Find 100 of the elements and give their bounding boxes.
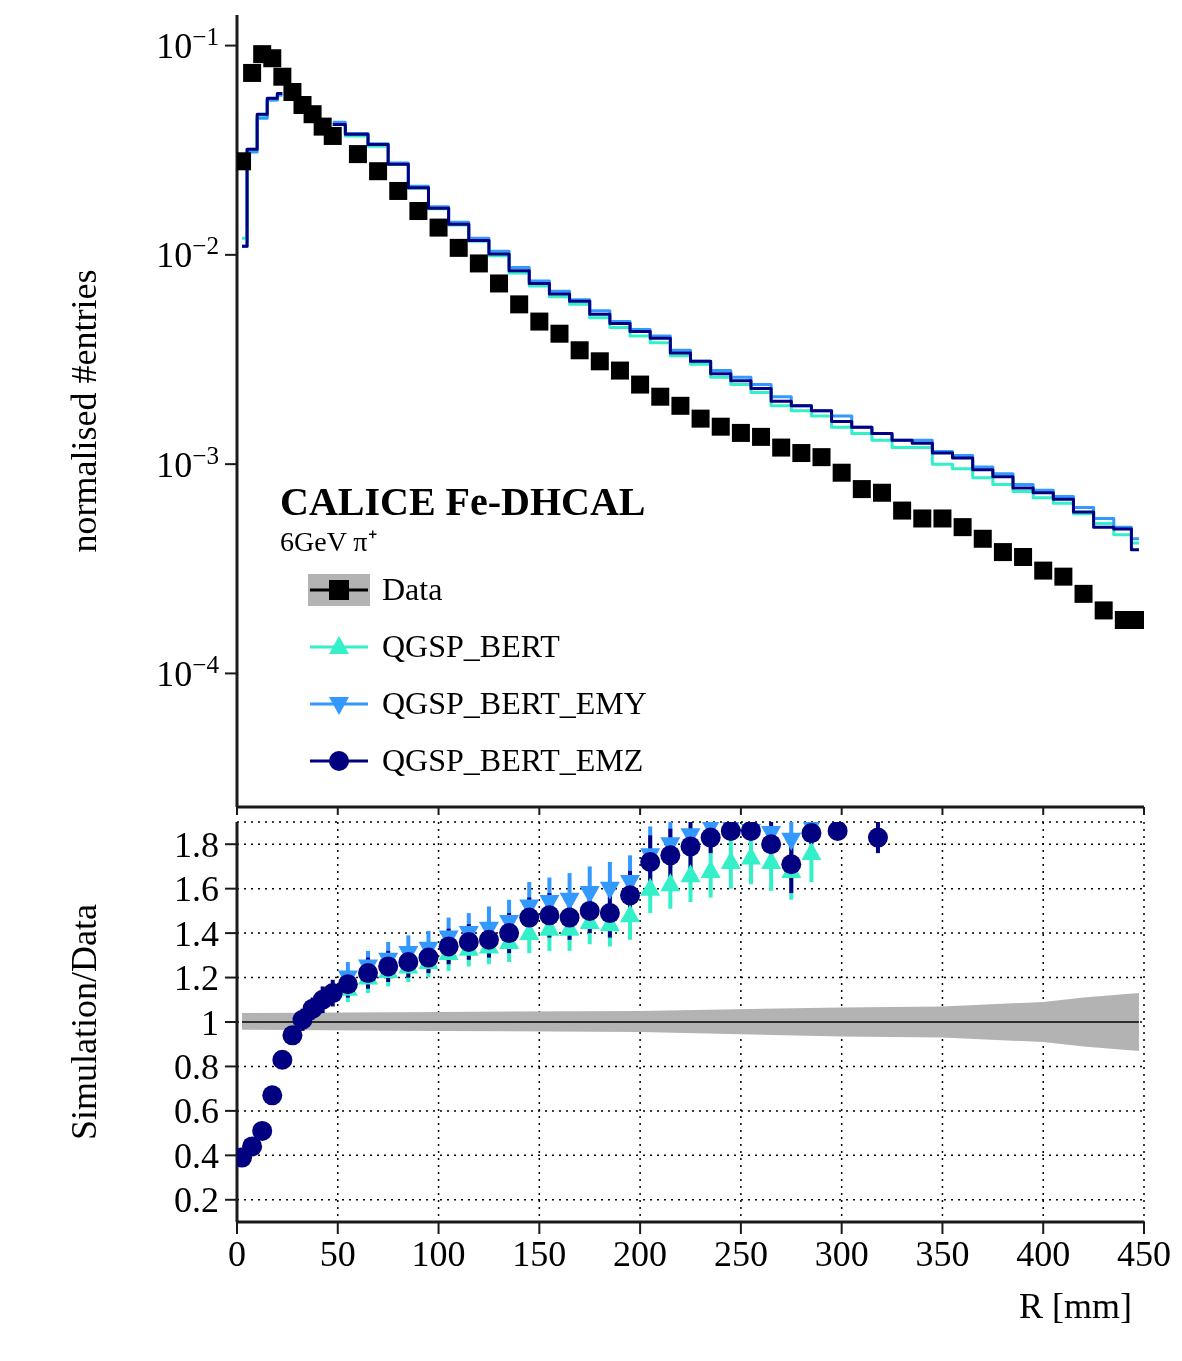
x-tick-label: 150 [512, 1234, 567, 1274]
point [631, 375, 650, 394]
point [752, 427, 771, 446]
point [469, 254, 488, 273]
point [273, 67, 292, 86]
point [1094, 601, 1113, 620]
point [559, 907, 580, 928]
point [599, 881, 620, 900]
point [1054, 567, 1073, 586]
point [570, 341, 589, 360]
point [550, 324, 569, 343]
point [478, 929, 499, 950]
y-tick-label: 0.4 [174, 1135, 219, 1176]
y-tick-label: 1 [201, 1002, 219, 1043]
y-tick-label: 0.8 [174, 1047, 219, 1088]
point [1034, 561, 1053, 580]
x-tick-label: 300 [814, 1234, 869, 1274]
x-tick-label: 0 [228, 1234, 246, 1274]
y-tick-label: 10$^{−2}$ [156, 231, 219, 276]
point [559, 892, 580, 911]
point [348, 145, 367, 164]
y-tick-label: 0.6 [174, 1091, 219, 1132]
point [539, 905, 560, 926]
legend-label: QGSP_BERT [382, 628, 560, 665]
y-tick-label: 1.2 [174, 958, 219, 999]
point [827, 822, 848, 841]
point [449, 238, 468, 257]
point [731, 423, 750, 442]
legend-label: QGSP_BERT_EMY [382, 685, 647, 722]
point [852, 480, 871, 499]
y-tick-label: 10$^{−4}$ [156, 650, 220, 695]
point [1074, 584, 1093, 603]
x-tick-label: 400 [1016, 1234, 1071, 1274]
point [282, 1025, 303, 1046]
point [242, 1136, 263, 1157]
point [651, 387, 670, 406]
point [590, 352, 609, 371]
legend-label: QGSP_BERT_EMZ [382, 742, 644, 779]
y-axis-title: Simulation/Data [63, 903, 104, 1140]
point [409, 202, 428, 221]
y-tick-label: 1.6 [174, 869, 219, 910]
x-tick-label: 50 [319, 1234, 356, 1274]
point [640, 852, 661, 872]
point [993, 543, 1012, 562]
x-tick-label: 100 [411, 1234, 466, 1274]
y-tick-label: 10$^{−3}$ [156, 441, 219, 485]
y-tick-label: 1.8 [174, 824, 219, 865]
point [438, 936, 459, 957]
point [812, 448, 831, 467]
point [322, 983, 343, 1004]
point [499, 923, 520, 944]
annotation: CALICE Fe-DHCAL [280, 479, 646, 524]
annotation: 6GeV π⁺ [280, 526, 377, 557]
point [933, 509, 952, 528]
point [510, 295, 529, 314]
point [579, 900, 600, 921]
point [458, 932, 479, 952]
point [913, 509, 932, 528]
point [680, 836, 701, 857]
point [691, 409, 710, 428]
point [772, 438, 791, 457]
point [369, 162, 388, 181]
point [867, 827, 888, 848]
y-tick-label: 10$^{−1}$ [156, 22, 219, 67]
point [973, 529, 992, 548]
point [262, 1085, 283, 1106]
point [263, 49, 282, 68]
x-tick-label: 350 [915, 1234, 970, 1274]
point [893, 501, 912, 520]
point [792, 444, 811, 463]
point [671, 396, 690, 415]
point [323, 126, 342, 145]
point [700, 827, 721, 848]
x-tick-label: 250 [713, 1234, 768, 1274]
x-tick-label: 450 [1117, 1234, 1171, 1274]
point [781, 832, 802, 851]
point [429, 218, 448, 237]
y-tick-label: 1.4 [174, 913, 219, 954]
point [490, 274, 509, 293]
point [599, 903, 620, 924]
point [832, 463, 851, 482]
point [761, 834, 782, 855]
point [530, 312, 549, 331]
x-tick-label: 200 [613, 1234, 668, 1274]
point [872, 483, 891, 502]
point [610, 361, 629, 380]
point [243, 63, 262, 82]
legend-label: Data [382, 571, 443, 608]
point [1014, 548, 1033, 566]
point [389, 181, 408, 200]
point [660, 845, 681, 866]
y-axis-title: normalised #entries [63, 269, 104, 553]
point [519, 907, 540, 928]
point [620, 885, 641, 906]
point [252, 1120, 273, 1141]
point [711, 417, 730, 436]
point [953, 518, 972, 537]
x-axis-title: R [mm] [1019, 1286, 1132, 1326]
y-tick-label: 0.2 [174, 1180, 219, 1221]
point [781, 854, 802, 875]
